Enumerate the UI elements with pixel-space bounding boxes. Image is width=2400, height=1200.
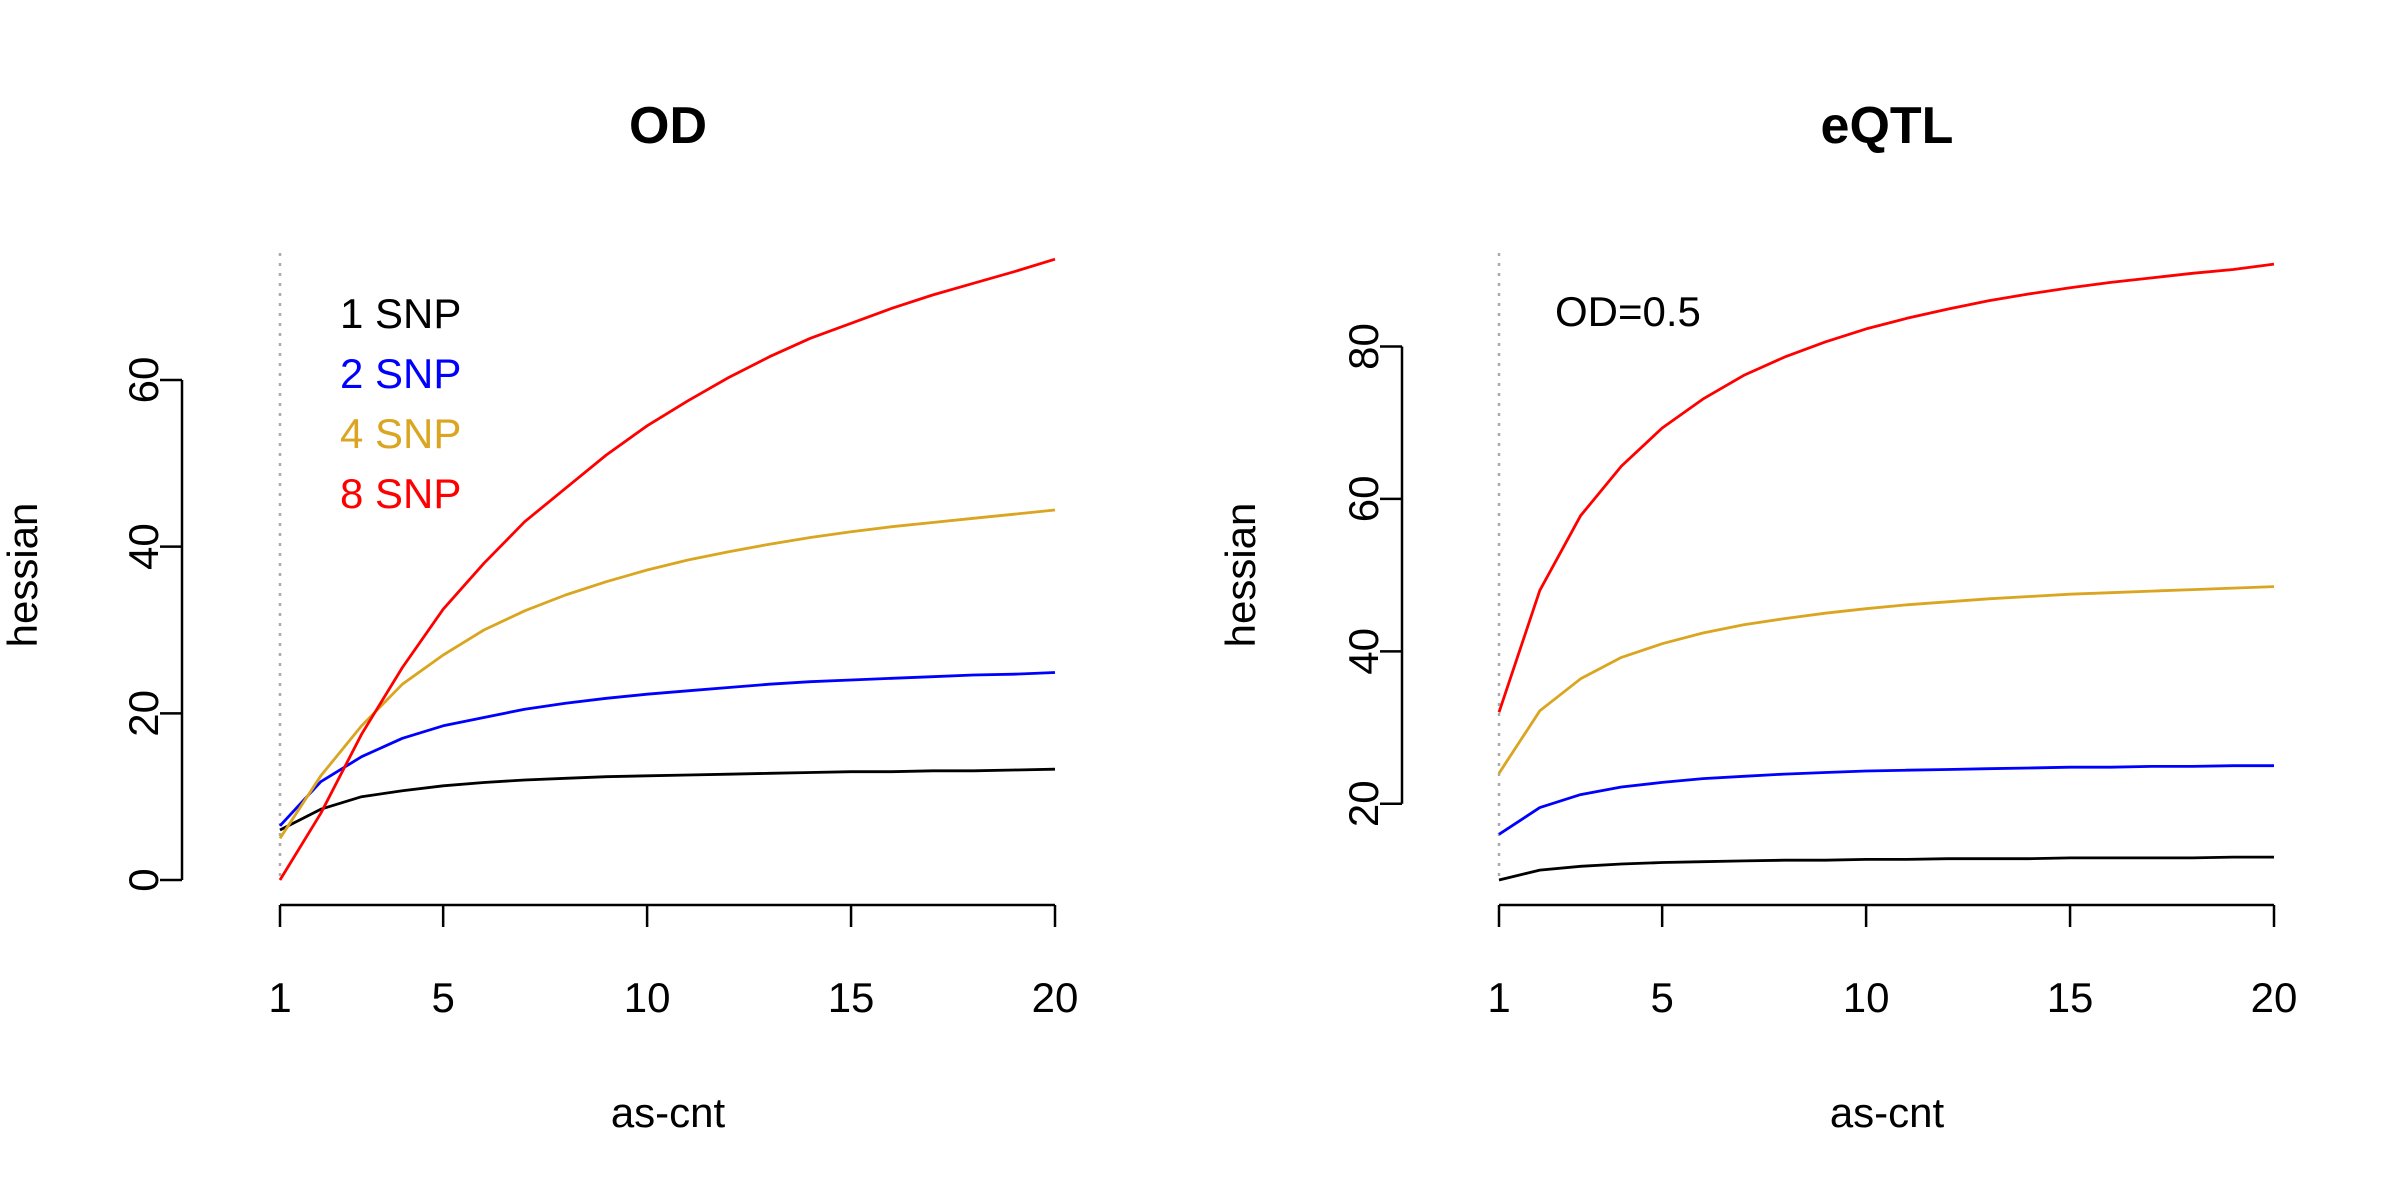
series-line-8-snp <box>278 257 1056 881</box>
x-tick-label: 15 <box>2047 974 2094 1021</box>
y-tick-label: 40 <box>1340 628 1387 675</box>
y-tick-label: 40 <box>120 523 167 570</box>
x-tick-label: 10 <box>1843 974 1890 1021</box>
y-tick-label: 20 <box>120 690 167 737</box>
y-axis-label: hessian <box>0 503 46 648</box>
y-tick-label: 0 <box>120 868 167 891</box>
series-line-1-snp <box>279 767 1056 832</box>
legend-entry: 4 SNP <box>340 410 461 457</box>
x-tick-label: 20 <box>1032 974 1079 1021</box>
y-tick-label: 60 <box>1340 476 1387 523</box>
y-tick-label: 80 <box>1340 323 1387 370</box>
chart-title: eQTL <box>1821 97 1954 155</box>
x-tick-label: 5 <box>1650 974 1673 1021</box>
series-line-4 <box>1497 262 2275 713</box>
x-tick-label: 15 <box>828 974 875 1021</box>
series-line-2-snp <box>278 671 1056 827</box>
legend-entry: 8 SNP <box>340 470 461 517</box>
legend-entry: 2 SNP <box>340 350 461 397</box>
x-tick-label: 1 <box>1487 974 1510 1021</box>
y-tick-label: 20 <box>1340 780 1387 827</box>
x-tick-label: 20 <box>2251 974 2298 1021</box>
series-line-4-snp <box>278 508 1056 840</box>
x-tick-label: 5 <box>431 974 454 1021</box>
x-axis-label: as-cnt <box>611 1089 726 1136</box>
chart-title: OD <box>629 97 707 155</box>
series-line-1 <box>1498 855 2274 882</box>
y-axis-label: hessian <box>1217 503 1264 648</box>
x-tick-label: 1 <box>268 974 291 1021</box>
y-tick-label: 60 <box>120 357 167 404</box>
legend-entry: 1 SNP <box>340 290 461 337</box>
series-line-2 <box>1498 764 2274 836</box>
series-line-3 <box>1497 585 2275 775</box>
x-axis-label: as-cnt <box>1830 1089 1945 1136</box>
x-tick-label: 10 <box>624 974 671 1021</box>
annotation-text: OD=0.5 <box>1555 288 1701 335</box>
